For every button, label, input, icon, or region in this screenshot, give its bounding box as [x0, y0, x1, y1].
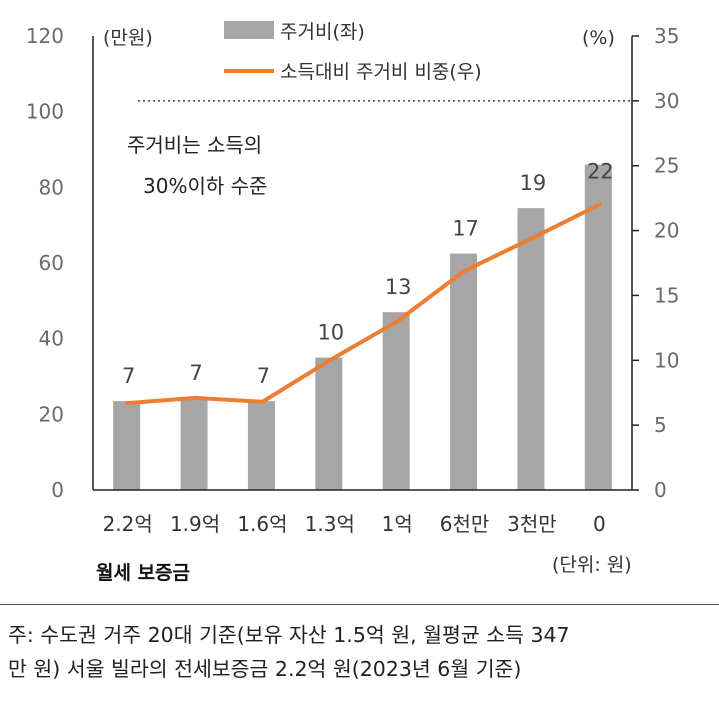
data-label: 10: [317, 321, 344, 345]
unit-note: (단위: 원): [552, 554, 632, 576]
category-label: 3천만: [507, 512, 557, 536]
chart: 0 20 40 60 80 100 120 0 5 10 15 20 25 30 35 7 7 7 10 13 17…: [26, 21, 679, 584]
left-tick-label: 100: [26, 100, 64, 124]
footnote-line1: 주: 수도권 거주 20대 기준(보유 자산 1.5억 원, 월평균 소득 34…: [8, 623, 570, 647]
legend-line-label: 소득대비 주거비 비중(우): [280, 61, 482, 83]
left-axis-ticks: 0 20 40 60 80 100 120: [26, 24, 64, 502]
footnote: 주: 수도권 거주 20대 기준(보유 자산 1.5억 원, 월평균 소득 34…: [8, 618, 713, 686]
category-label: 1.9억: [170, 512, 220, 536]
right-tick-label: 5: [654, 413, 667, 437]
data-label: 7: [189, 361, 202, 385]
category-label: 1.6억: [237, 512, 287, 536]
bar: [315, 357, 343, 490]
legend-bar-label: 주거비(좌): [280, 21, 365, 43]
right-tick-label: 35: [654, 24, 679, 48]
right-axis-unit: (%): [582, 27, 615, 49]
bar: [247, 401, 275, 490]
right-tick-label: 20: [654, 219, 679, 243]
annotation-line2: 30%이하 수준: [143, 174, 267, 198]
right-tick-label: 15: [654, 283, 679, 307]
left-tick-label: 0: [51, 478, 64, 502]
left-tick-label: 40: [39, 327, 64, 351]
data-label: 22: [587, 160, 614, 184]
right-axis-tickmarks: [632, 35, 639, 491]
data-label: 7: [257, 364, 270, 388]
footnote-line2: 만 원) 서울 빌라의 전세보증금 2.2억 원(2023년 6월 기준): [8, 657, 522, 681]
right-tick-label: 0: [654, 478, 667, 502]
bar-series: [113, 164, 612, 490]
bar: [450, 253, 478, 490]
bar: [180, 399, 208, 490]
left-tick-label: 60: [39, 251, 64, 275]
left-tick-label: 120: [26, 24, 64, 48]
legend-bar-swatch: [224, 21, 274, 39]
category-label: 2.2억: [103, 512, 153, 536]
left-tick-label: 80: [39, 175, 64, 199]
footnote-divider: [0, 604, 719, 605]
right-tick-label: 25: [654, 154, 679, 178]
x-axis-title: 월세 보증금: [96, 562, 190, 584]
data-labels: 7 7 7 10 13 17 19 22: [122, 160, 614, 388]
data-label: 7: [122, 364, 135, 388]
data-label: 19: [520, 171, 547, 195]
category-label: 1.3억: [305, 512, 355, 536]
bar: [382, 312, 410, 490]
left-axis-unit: (만원): [103, 27, 153, 49]
category-label: 0: [593, 512, 606, 536]
bar: [517, 208, 545, 490]
bar: [584, 164, 612, 490]
annotation-line1: 주거비는 소득의: [127, 133, 262, 157]
bar: [113, 401, 141, 490]
data-label: 13: [385, 275, 412, 299]
category-labels: 2.2억 1.9억 1.6억 1.3억 1억 6천만 3천만 0: [103, 512, 606, 536]
data-label: 17: [452, 217, 479, 241]
left-tick-label: 20: [39, 402, 64, 426]
right-tick-label: 10: [654, 348, 679, 372]
right-axis-ticks: 0 5 10 15 20 25 30 35: [654, 24, 679, 502]
category-label: 6천만: [440, 512, 490, 536]
right-tick-label: 30: [654, 89, 679, 113]
category-label: 1억: [382, 512, 413, 536]
ratio-line: [125, 202, 602, 406]
